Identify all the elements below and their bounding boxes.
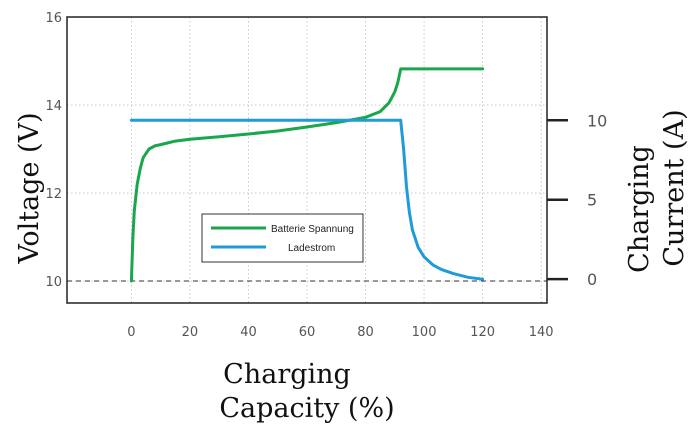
y2-tick-label: 5	[587, 191, 597, 210]
y2-axis: 0 5 10	[547, 111, 607, 289]
y2-tick-label: 10	[587, 111, 607, 130]
x-axis: 0 20 40 60 80 100 120 140	[127, 325, 553, 340]
x-tick-label: 140	[529, 325, 554, 340]
x-tick-label: 40	[240, 325, 257, 340]
y-tick-label: 10	[45, 275, 62, 290]
x-tick-label: 0	[127, 325, 135, 340]
legend-label-spannung: Batterie Spannung	[271, 224, 354, 235]
y-axis-title: Voltage (V)	[14, 112, 45, 264]
y2-tick-label: 0	[587, 270, 597, 289]
x-axis-title-line1: Charging	[223, 359, 351, 390]
y-tick-label: 14	[45, 99, 62, 114]
x-tick-label: 120	[470, 325, 495, 340]
x-tick-label: 100	[412, 325, 437, 340]
x-tick-label: 20	[182, 325, 199, 340]
series-line-voltage	[129, 67, 485, 283]
y2-axis-title-line2: Current (A)	[659, 109, 689, 266]
plot-frame	[66, 16, 548, 304]
legend-box	[201, 213, 364, 263]
legend: Batterie Spannung Ladestrom	[201, 213, 364, 263]
x-axis-title-line2: Capacity (%)	[219, 393, 394, 424]
y-tick-label: 16	[45, 11, 62, 26]
y-axis: 10 12 14 16	[45, 11, 62, 290]
y2-axis-title-line1: Charging	[624, 145, 655, 273]
x-tick-label: 60	[299, 325, 316, 340]
series-line-current	[129, 118, 485, 281]
legend-label-ladestrom: Ladestrom	[288, 243, 335, 254]
x-tick-label: 80	[357, 325, 374, 340]
y-tick-label: 12	[45, 187, 62, 202]
series-group	[129, 67, 485, 283]
